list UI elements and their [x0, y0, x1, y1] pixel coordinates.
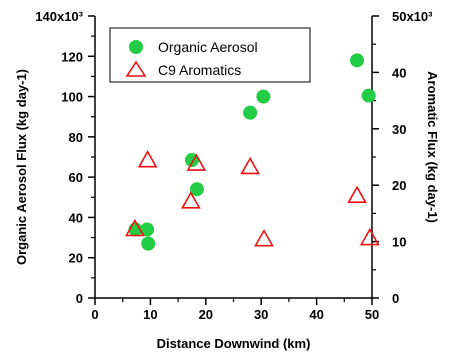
legend-label-organic-aerosol: Organic Aerosol: [158, 39, 258, 55]
x-tick-label: 10: [143, 307, 157, 322]
y-left-tick-label: 0: [76, 291, 83, 306]
organic-aerosol-point: [189, 182, 204, 197]
x-tick-label: 50: [365, 307, 379, 322]
y-left-tick-label: 20: [69, 251, 83, 266]
x-tick-label: 30: [254, 307, 268, 322]
y-left-tick-label: 60: [69, 170, 83, 185]
x-axis: 0 10 20 30 40 50: [91, 298, 379, 322]
y-right-tick-label: 10: [392, 235, 406, 250]
y-right-tick-label: 40: [392, 65, 406, 80]
left-y-axis: 0 20 40 60 80 100 120 140x10³: [35, 9, 95, 306]
x-axis-title: Distance Downwind (km): [157, 336, 311, 351]
y-left-tick-label: 80: [69, 130, 83, 145]
y-right-tick-label: 50x10³: [392, 9, 433, 24]
axis-titles: Distance Downwind (km) Organic Aerosol Fl…: [14, 69, 440, 351]
c9-aromatics-point: [180, 191, 201, 209]
y-left-tick-label: 120: [61, 49, 83, 64]
y-right-tick-label: 30: [392, 122, 406, 137]
y-right-tick-label: 20: [392, 178, 406, 193]
legend-marker-organic-aerosol: [129, 40, 143, 54]
organic-aerosol-point: [141, 236, 156, 251]
c9-aromatics-point: [359, 227, 380, 246]
organic-aerosol-point: [243, 105, 258, 120]
c9-aromatics-point: [125, 218, 145, 237]
right-y-axis: 0 10 20 30 40 50x10³: [372, 9, 433, 306]
c9-aromatics-point: [186, 153, 207, 171]
right-y-axis-title: Aromatic Flux (kg day-1): [425, 71, 440, 223]
organic-aerosol-point: [361, 88, 376, 103]
c9-aromatics-point: [240, 156, 260, 175]
legend-marker-c9-aromatics: [125, 60, 147, 77]
y-left-tick-label: 40: [69, 210, 83, 225]
legend-label-c9-aromatics: C9 Aromatics: [158, 62, 241, 78]
c9-aromatics-point: [137, 150, 158, 168]
y-left-tick-label: 140x10³: [35, 9, 83, 24]
c9-aromatics-point: [254, 229, 274, 247]
organic-aerosol-point: [256, 89, 271, 104]
legend: Organic Aerosol C9 Aromatics: [109, 27, 311, 83]
organic-aerosol-point: [140, 222, 155, 237]
x-tick-label: 20: [199, 307, 213, 322]
c9-aromatics-point: [347, 185, 367, 204]
organic-aerosol-point: [350, 53, 365, 68]
x-tick-label: 0: [91, 307, 98, 322]
left-y-axis-title: Organic Aerosol Flux (kg day-1): [14, 69, 29, 265]
y-right-tick-label: 0: [392, 291, 399, 306]
data-points: [125, 53, 380, 251]
y-left-tick-label: 100: [61, 90, 83, 105]
x-tick-label: 40: [309, 307, 323, 322]
